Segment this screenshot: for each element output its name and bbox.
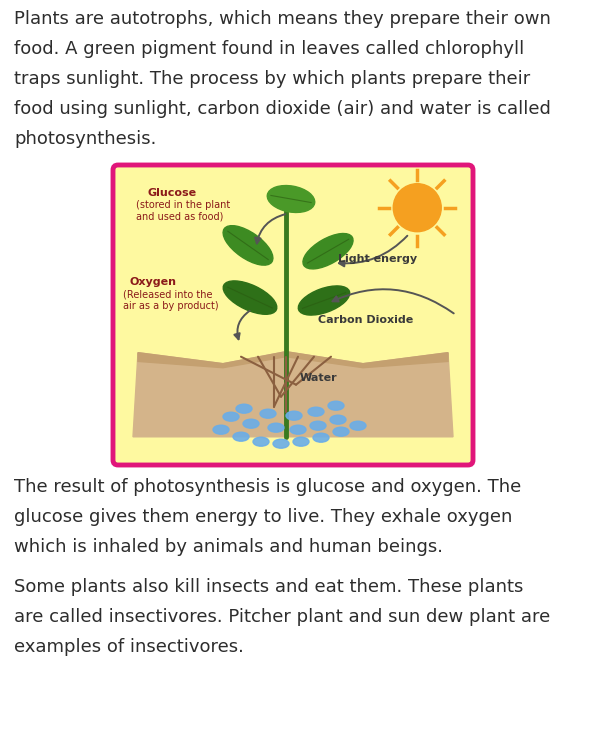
Ellipse shape [299,286,350,315]
Text: Oxygen: Oxygen [130,277,177,287]
Text: Water: Water [300,373,337,383]
Text: glucose gives them energy to live. They exhale oxygen: glucose gives them energy to live. They … [14,508,512,526]
Text: (stored in the plant
and used as food): (stored in the plant and used as food) [136,200,230,222]
Text: traps sunlight. The process by which plants prepare their: traps sunlight. The process by which pla… [14,70,530,88]
FancyBboxPatch shape [113,165,473,465]
Ellipse shape [286,411,302,420]
Ellipse shape [268,423,284,432]
Ellipse shape [328,402,344,410]
Ellipse shape [273,439,289,448]
Text: photosynthesis.: photosynthesis. [14,130,156,148]
Ellipse shape [333,427,349,436]
Text: (Released into the
air as a by product): (Released into the air as a by product) [123,290,219,311]
Text: food. A green pigment found in leaves called chlorophyll: food. A green pigment found in leaves ca… [14,40,525,58]
Text: Carbon Dioxide: Carbon Dioxide [317,315,413,325]
Ellipse shape [233,432,249,441]
Text: The result of photosynthesis is glucose and oxygen. The: The result of photosynthesis is glucose … [14,478,521,496]
Ellipse shape [260,409,276,418]
Text: Light energy: Light energy [339,254,418,264]
Ellipse shape [236,405,252,413]
Polygon shape [133,352,453,437]
Ellipse shape [253,437,269,446]
Text: examples of insectivores.: examples of insectivores. [14,638,244,656]
Ellipse shape [267,186,314,213]
Ellipse shape [223,281,277,314]
Ellipse shape [223,226,273,265]
Text: food using sunlight, carbon dioxide (air) and water is called: food using sunlight, carbon dioxide (air… [14,100,551,118]
Ellipse shape [310,421,326,430]
Ellipse shape [313,433,329,442]
Ellipse shape [213,425,229,434]
Ellipse shape [308,407,324,416]
Ellipse shape [303,234,353,269]
Circle shape [394,183,441,232]
Text: Plants are autotrophs, which means they prepare their own: Plants are autotrophs, which means they … [14,10,551,28]
Polygon shape [138,352,448,368]
Text: Some plants also kill insects and eat them. These plants: Some plants also kill insects and eat th… [14,578,523,596]
Text: Glucose: Glucose [148,188,197,198]
Ellipse shape [290,425,306,434]
Ellipse shape [243,419,259,428]
Text: which is inhaled by animals and human beings.: which is inhaled by animals and human be… [14,538,443,556]
Text: are called insectivores. Pitcher plant and sun dew plant are: are called insectivores. Pitcher plant a… [14,608,550,626]
Ellipse shape [330,415,346,424]
Ellipse shape [223,412,239,421]
Ellipse shape [293,437,309,446]
Ellipse shape [350,421,366,430]
